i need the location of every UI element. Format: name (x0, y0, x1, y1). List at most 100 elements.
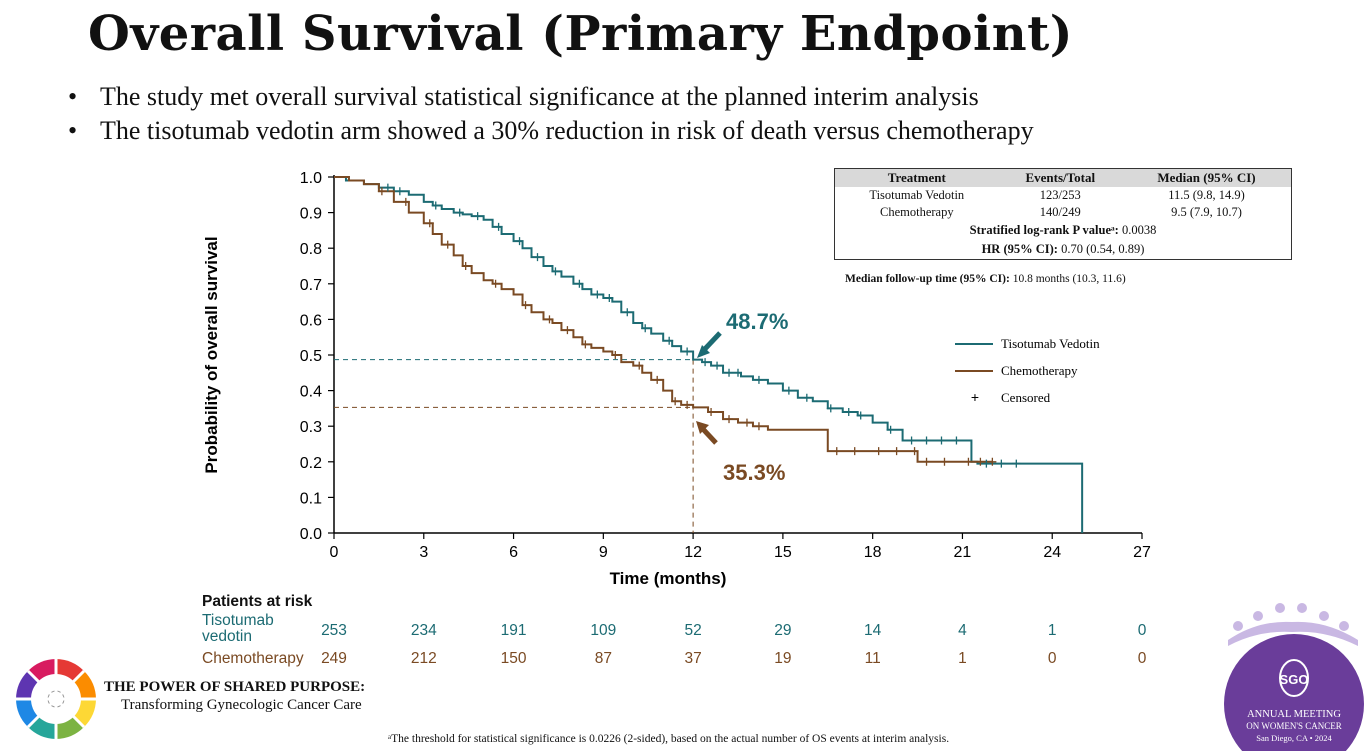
censor-symbol: + (971, 389, 979, 405)
y-tick-label: 0.2 (300, 455, 322, 472)
followup-value: 10.8 months (10.3, 11.6) (1012, 273, 1126, 285)
censor-mark (701, 358, 710, 367)
censor-mark (907, 436, 916, 445)
pvalue-label: Stratified log-rank P valueᵃ: (969, 223, 1119, 237)
censor-mark (802, 393, 811, 402)
risk-count: 0 (1137, 622, 1147, 639)
km-curve-tisotumab-vedotin (334, 176, 1084, 533)
y-tick-label: 1.0 (300, 170, 322, 187)
risk-label-line: Tisotumab (202, 612, 274, 629)
risk-table-title: Patients at risk (202, 593, 313, 610)
censor-mark (494, 222, 503, 231)
risk-count: 29 (774, 622, 792, 639)
censor-mark (605, 294, 614, 303)
censor-mark (988, 457, 997, 466)
censor-mark (754, 422, 763, 431)
censor-mark (593, 290, 602, 299)
slide-title: Overall Survival (Primary Endpoint) (88, 6, 1073, 62)
censor-mark (713, 361, 722, 370)
risk-count: 150 (500, 650, 527, 667)
censor-mark (707, 407, 716, 416)
censor-mark (377, 187, 386, 196)
risk-count: 212 (410, 650, 437, 667)
y-tick-label: 0.4 (300, 384, 322, 401)
cell-events: 123/253 (1039, 188, 1081, 202)
y-tick-label: 0.9 (300, 206, 322, 223)
censor-mark (856, 411, 865, 420)
x-tick-label: 12 (684, 544, 702, 561)
censor-mark (940, 457, 949, 466)
summary-table: Treatment Events/Total Median (95% CI) T… (834, 168, 1292, 260)
risk-count: 52 (684, 622, 702, 639)
x-tick-label: 21 (954, 544, 972, 561)
censor-mark (910, 447, 919, 456)
x-tick-label: 0 (330, 544, 339, 561)
col-header-treatment: Treatment (835, 169, 999, 187)
hr-row: HR (95% CI): 0.70 (0.54, 0.89) (835, 240, 1291, 259)
censor-mark (551, 267, 560, 276)
risk-count: 11 (864, 650, 881, 667)
risk-label-chemo: Chemotherapy (202, 650, 304, 667)
censor-mark (826, 404, 835, 413)
censor-mark (521, 301, 530, 310)
censor-mark (754, 375, 763, 384)
risk-count: 0 (1137, 650, 1147, 667)
pinwheel-logo-icon (16, 659, 96, 739)
censor-mark (922, 457, 931, 466)
bullet-text: The study met overall survival statistic… (100, 82, 979, 111)
censor-mark (395, 187, 404, 196)
y-axis-title: Probability of overall survival (202, 236, 221, 473)
risk-count: 253 (321, 622, 347, 639)
y-tick-label: 0.6 (300, 312, 322, 329)
arrowhead-icon (696, 421, 709, 434)
table-row: Tisotumab Vedotin 123/253 11.5 (9.8, 14.… (835, 187, 1291, 204)
cell-events: 140/249 (1039, 205, 1081, 219)
bullet-item: • The study met overall survival statisti… (68, 82, 979, 111)
risk-count: 4 (958, 622, 967, 639)
y-tick-label: 0.1 (300, 490, 322, 507)
censor-mark (964, 457, 973, 466)
sgo-line2: ON WOMEN'S CANCER (1246, 721, 1341, 731)
y-tick-label: 0.0 (300, 526, 322, 543)
bullet-text: The tisotumab vedotin arm showed a 30% r… (100, 116, 1034, 145)
censor-mark (563, 326, 572, 335)
annotation-arrow (701, 331, 722, 353)
footnote: ᵃThe threshold for statistical significa… (388, 733, 950, 745)
censor-mark (886, 425, 895, 434)
censor-mark (641, 324, 650, 333)
censor-mark (937, 436, 946, 445)
risk-count: 19 (774, 650, 792, 667)
censor-mark (443, 240, 452, 249)
y-tick-label: 0.5 (300, 348, 322, 365)
cell-median: 11.5 (9.8, 14.9) (1168, 188, 1245, 202)
censor-mark (611, 351, 620, 359)
censor-mark (734, 368, 742, 377)
censor-mark (461, 262, 470, 270)
x-axis-title: Time (months) (610, 569, 727, 588)
risk-count: 249 (321, 650, 347, 667)
censor-mark (635, 361, 644, 370)
censor-mark (725, 415, 734, 424)
risk-count: 191 (500, 622, 527, 639)
risk-count: 109 (590, 622, 617, 639)
y-tick-label: 0.3 (300, 419, 322, 436)
cell-median: 9.5 (7.9, 10.7) (1171, 205, 1242, 219)
bullet-item: • The tisotumab vedotin arm showed a 30% … (68, 116, 1034, 145)
censor-mark (997, 459, 1006, 468)
x-tick-label: 15 (774, 544, 792, 561)
hr-label: HR (95% CI): (981, 242, 1058, 256)
legend-label: Censored (1001, 390, 1051, 405)
hr-value: 0.70 (0.54, 0.89) (1061, 242, 1145, 256)
risk-count: 87 (594, 650, 612, 667)
pvalue-row: Stratified log-rank P valueᵃ: 0.0038 (835, 221, 1291, 240)
censor-mark (623, 308, 632, 317)
censor-mark (952, 436, 961, 445)
brand-subline: Transforming Gynecologic Cancer Care (121, 697, 362, 713)
censor-mark (832, 447, 841, 456)
censor-mark (473, 212, 482, 221)
risk-count: 234 (410, 622, 437, 639)
censor-mark (491, 279, 500, 288)
censor-mark (922, 436, 931, 445)
censor-mark (533, 253, 542, 262)
